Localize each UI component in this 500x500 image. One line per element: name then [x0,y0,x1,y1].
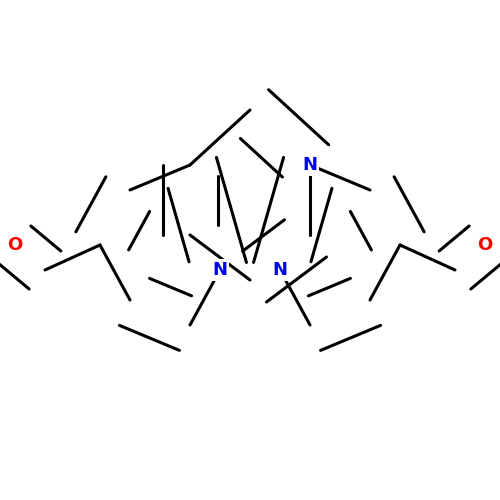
Text: O: O [8,236,22,254]
Text: O: O [478,236,492,254]
Text: N: N [212,261,228,279]
Text: N: N [272,261,287,279]
Text: N: N [302,156,318,174]
